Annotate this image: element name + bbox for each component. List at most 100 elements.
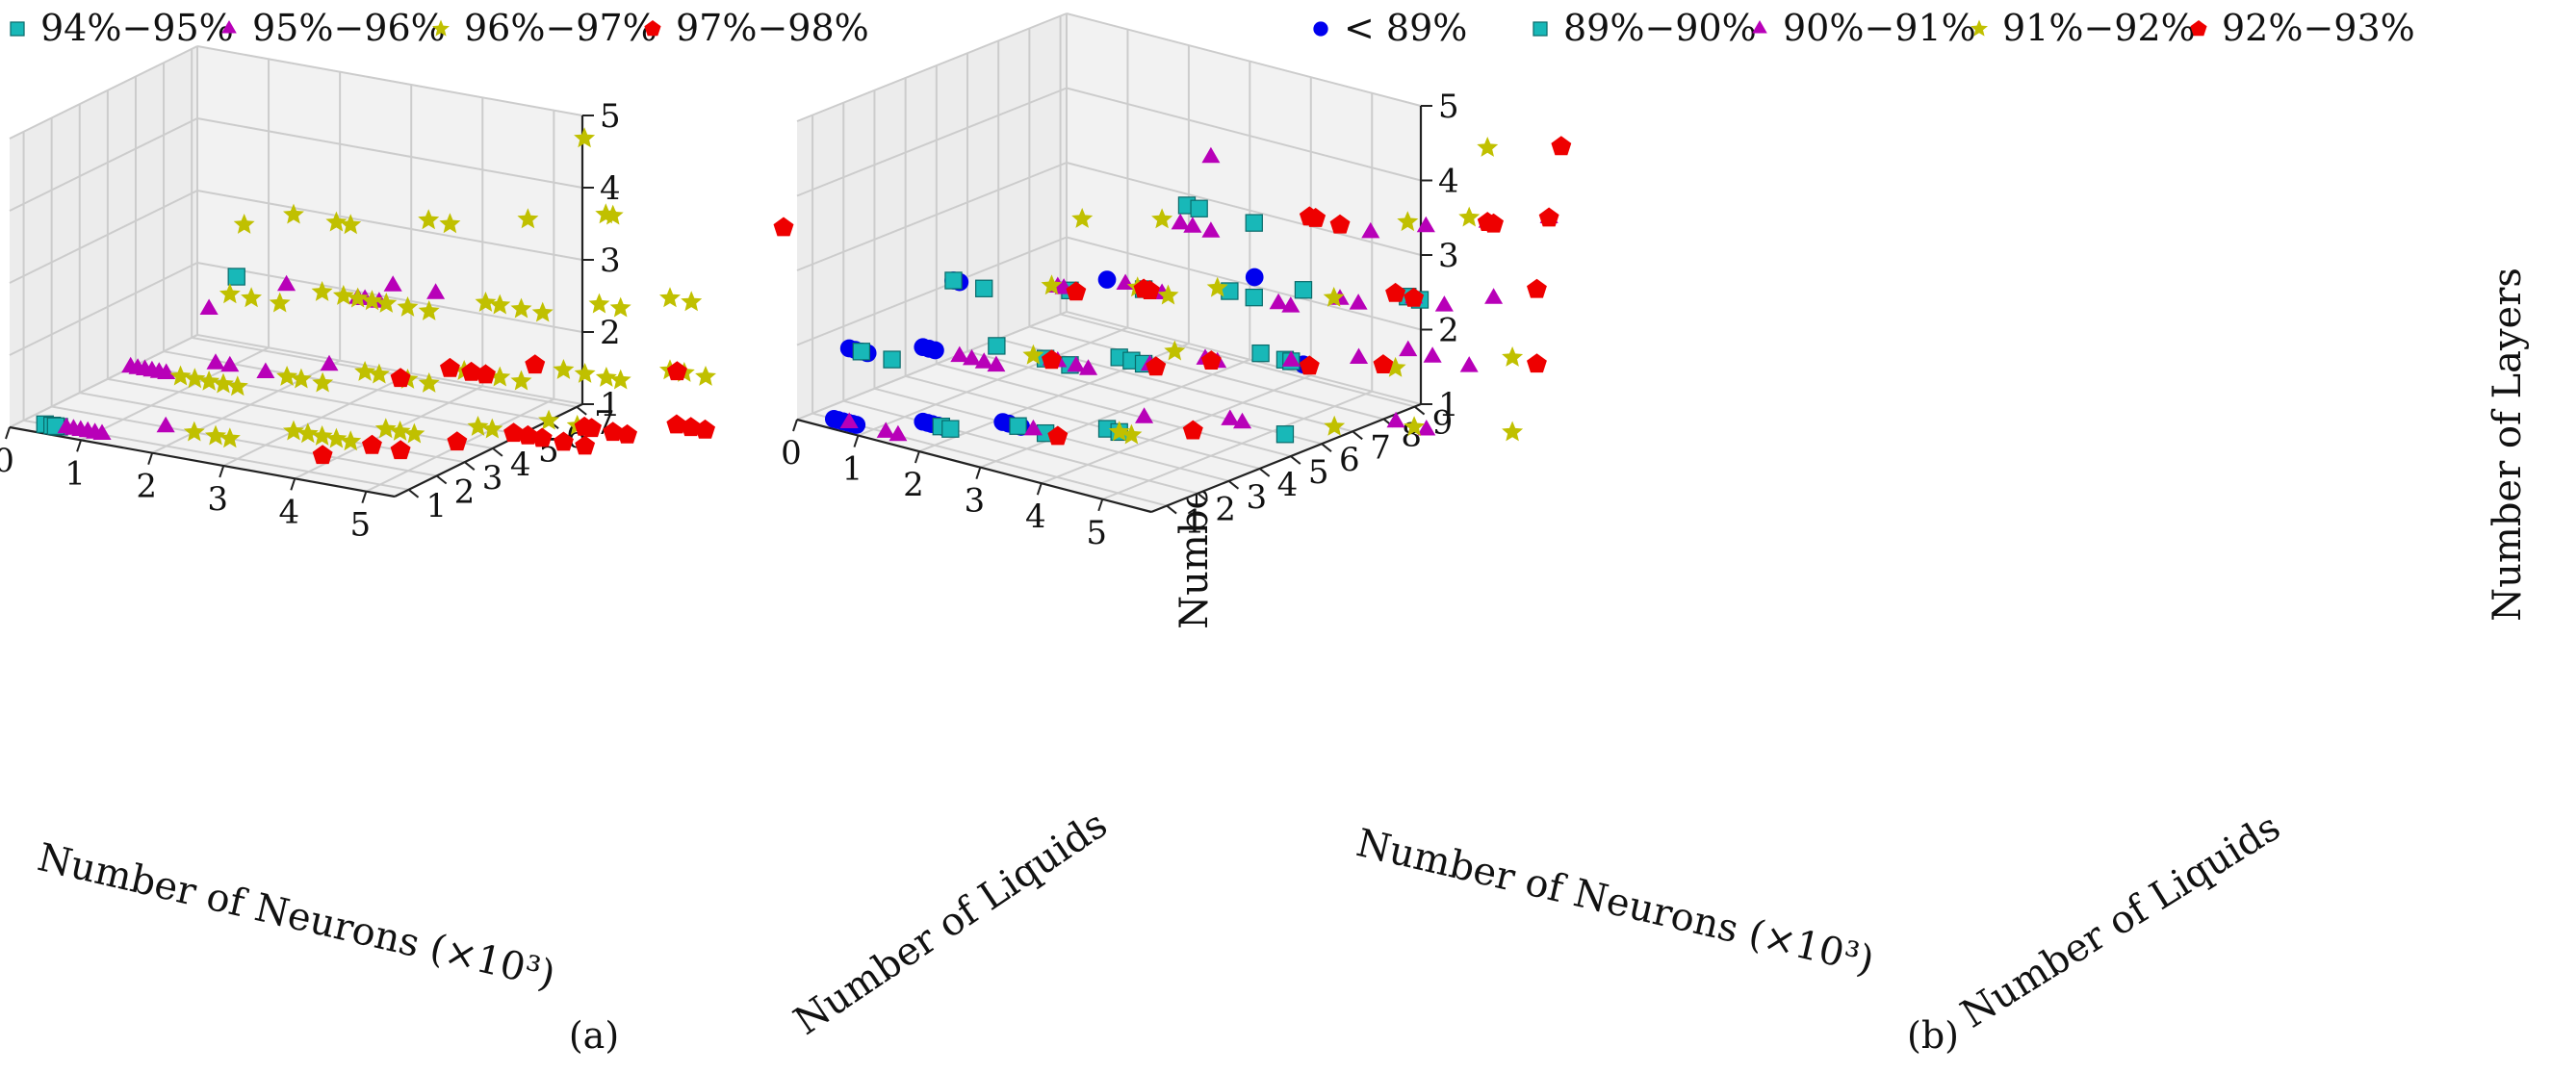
data-point: [1434, 295, 1454, 312]
data-point: [510, 370, 532, 391]
grid-line: [905, 374, 1260, 470]
z-tick-label: 5: [600, 97, 621, 136]
z-tick-label: 3: [600, 242, 621, 280]
data-point: [1323, 287, 1345, 307]
data-point: [574, 127, 596, 148]
x-tick-mark: [219, 465, 225, 478]
y-tick-label: 5: [1308, 453, 1329, 492]
y-tick-label: 4: [1277, 466, 1299, 504]
data-point: [1009, 417, 1027, 435]
legend-entry: 89%−90%: [1563, 7, 1757, 49]
y-tick-mark: [464, 461, 476, 471]
data-point: [1066, 281, 1087, 301]
y-tick-label: 3: [1246, 478, 1267, 517]
data-point: [525, 354, 546, 374]
data-point: [538, 409, 560, 430]
data-point: [226, 375, 248, 396]
legend-entry: 95%−96%: [252, 7, 446, 49]
data-point: [517, 208, 539, 229]
grid-line: [51, 405, 437, 477]
legend-marker: [221, 20, 237, 34]
data-point: [554, 431, 574, 451]
data-point: [531, 301, 554, 322]
legend-marker: [10, 21, 25, 37]
data-point: [1538, 207, 1559, 227]
data-point: [963, 348, 981, 366]
data-point: [1164, 340, 1186, 361]
grid-line: [9, 117, 198, 212]
data-point: [1373, 354, 1394, 373]
data-point: [92, 423, 112, 440]
data-point: [169, 365, 192, 386]
data-point: [975, 279, 993, 297]
grid-line: [1101, 390, 1373, 500]
data-point: [575, 435, 596, 455]
data-point: [1551, 136, 1572, 156]
y-axis-label: Number of Liquids: [1953, 805, 2288, 1037]
data-point: [1281, 350, 1301, 367]
x-tick-label: 4: [1025, 498, 1046, 536]
data-point: [1146, 356, 1167, 376]
legend-entry: 94%−95%: [40, 7, 234, 49]
legend-marker: [644, 20, 661, 37]
data-point: [157, 363, 176, 379]
data-point: [241, 287, 262, 308]
data-point: [340, 214, 362, 235]
data-point: [1135, 407, 1154, 423]
grid-line: [811, 412, 1168, 507]
data-point: [184, 368, 206, 389]
data-point: [325, 211, 348, 232]
x-tick-mark: [853, 435, 860, 447]
data-point: [1404, 287, 1425, 307]
data-point: [475, 292, 497, 312]
data-point: [1183, 217, 1202, 233]
data-point: [950, 345, 969, 363]
data-point: [199, 298, 219, 315]
x-axis-label: Number of Neurons (×10³): [1352, 821, 1878, 983]
grid-line: [196, 262, 583, 333]
data-point: [1079, 359, 1098, 375]
y-tick-label: 1: [1184, 503, 1205, 542]
data-point: [517, 424, 538, 445]
data-point: [156, 416, 175, 433]
data-point: [695, 366, 716, 386]
data-point: [1305, 208, 1327, 227]
data-point: [220, 355, 240, 372]
legend-entry: < 89%: [1344, 7, 1467, 49]
data-point: [1385, 282, 1406, 302]
data-point: [1502, 346, 1524, 367]
data-point: [1042, 349, 1062, 370]
data-point: [1206, 276, 1228, 297]
y-tick-label: 4: [510, 446, 531, 484]
data-point: [481, 418, 503, 439]
z-tick-label: 4: [1438, 163, 1459, 201]
legend-marker: [432, 19, 450, 37]
data-point: [617, 423, 637, 444]
data-point: [361, 290, 383, 311]
x-tick-mark: [5, 426, 11, 440]
data-point: [233, 214, 255, 234]
data-point: [941, 420, 960, 438]
y-tick-mark: [1197, 492, 1208, 502]
data-point: [1397, 211, 1419, 232]
data-point: [666, 361, 687, 381]
data-point: [1502, 421, 1524, 442]
y-tick-label: 2: [1215, 491, 1236, 529]
x-tick-label: 0: [0, 442, 14, 480]
data-point: [1041, 274, 1063, 295]
data-point: [347, 287, 369, 308]
legend-entry: 92%−93%: [2222, 7, 2415, 49]
data-point: [695, 419, 715, 439]
grid-line: [9, 45, 198, 140]
grid-line: [196, 334, 583, 405]
x-axis-line: [796, 418, 1152, 514]
data-point: [1023, 419, 1043, 436]
data-point: [1097, 270, 1117, 289]
z-tick-label: 3: [1438, 237, 1459, 275]
grid-line: [966, 350, 1323, 446]
y-tick-label: 2: [454, 473, 476, 512]
data-point: [1477, 137, 1499, 157]
data-point: [283, 203, 304, 224]
y-tick-mark: [1227, 480, 1240, 490]
